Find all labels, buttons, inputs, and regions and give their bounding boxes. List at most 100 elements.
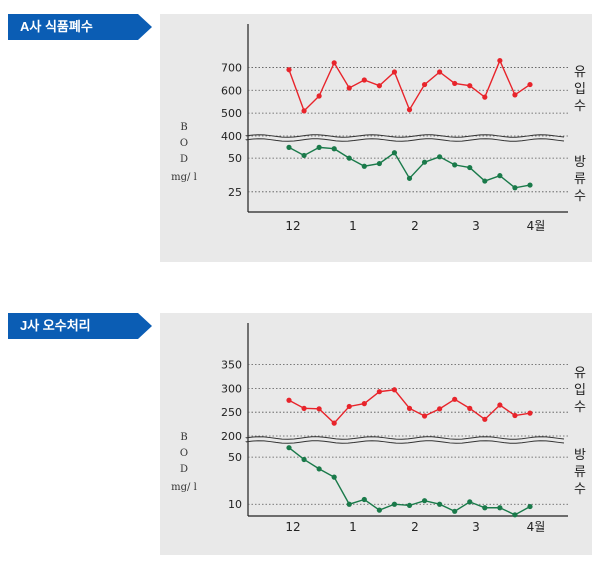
effluent-point — [467, 499, 473, 505]
influent-point — [482, 94, 488, 100]
y-axis-label: mg/ l — [171, 172, 197, 183]
effluent-point — [301, 152, 307, 159]
series-label-influent: 수 — [574, 99, 586, 114]
influent-point — [421, 413, 428, 419]
effluent-point — [406, 175, 413, 181]
influent-point — [421, 81, 428, 88]
influent-point — [331, 420, 337, 426]
series-label-effluent: 방 — [574, 155, 586, 170]
effluent-point — [497, 173, 503, 179]
effluent-point — [301, 456, 307, 463]
effluent-point — [437, 501, 443, 507]
influent-point — [406, 107, 413, 113]
axis-break-line — [245, 134, 565, 138]
x-tick-label: 4월 — [527, 520, 546, 534]
influent-point — [467, 83, 473, 89]
effluent-point — [421, 498, 428, 504]
effluent-point — [286, 445, 292, 451]
influent-point — [361, 77, 367, 83]
effluent-point — [421, 159, 428, 165]
series-label-influent: 수 — [574, 400, 586, 415]
influent-point — [346, 403, 352, 410]
effluent-point — [452, 162, 458, 168]
effluent-point — [316, 466, 322, 472]
y-axis-label: D — [180, 464, 188, 475]
influent-point — [452, 396, 458, 402]
series-label-influent: 입 — [574, 383, 586, 398]
x-tick-label: 4월 — [527, 219, 546, 233]
series-label-effluent: 류 — [574, 465, 586, 480]
effluent-point — [452, 508, 458, 514]
y-tick-label: 400 — [221, 130, 242, 143]
influent-point — [361, 401, 367, 407]
influent-point — [467, 405, 473, 411]
y-axis-label: O — [180, 448, 188, 459]
y-tick-label: 25 — [228, 186, 242, 199]
influent-point — [316, 406, 322, 412]
x-tick-label: 12 — [285, 219, 300, 233]
effluent-point — [331, 474, 337, 480]
y-tick-label: 300 — [221, 382, 242, 395]
y-tick-label: 250 — [221, 406, 242, 419]
section-title-j-arrow — [138, 313, 152, 339]
y-tick-label: 200 — [221, 430, 242, 443]
influent-point — [316, 93, 322, 99]
effluent-point — [346, 155, 352, 161]
influent-point — [331, 60, 337, 66]
x-tick-label: 3 — [472, 219, 480, 233]
effluent-point — [482, 505, 488, 511]
influent-point — [391, 69, 398, 75]
influent-point — [437, 406, 443, 412]
influent-point — [376, 389, 382, 395]
series-label-effluent: 류 — [574, 172, 586, 187]
effluent-point — [376, 160, 382, 167]
x-tick-label: 1 — [349, 520, 357, 534]
influent-point — [301, 405, 307, 411]
section-title-j-label: J사 오수처리 — [8, 313, 138, 339]
influent-point — [437, 69, 443, 75]
effluent-point — [497, 505, 503, 511]
x-tick-label: 3 — [472, 520, 480, 534]
series-label-influent: 유 — [574, 366, 586, 381]
influent-point — [301, 108, 307, 114]
y-axis-label: B — [180, 432, 187, 443]
y-tick-label: 700 — [221, 61, 242, 74]
effluent-point — [361, 163, 367, 169]
influent-point — [346, 85, 352, 91]
y-axis-label: D — [180, 154, 188, 165]
influent-point — [452, 80, 458, 87]
influent-point — [391, 387, 398, 393]
influent-point — [406, 405, 413, 411]
effluent-point — [512, 512, 518, 518]
effluent-point — [346, 501, 352, 507]
section-title-a-arrow — [138, 14, 152, 40]
effluent-line — [288, 146, 531, 189]
x-tick-label: 12 — [285, 520, 300, 534]
influent-point — [286, 397, 292, 403]
axis-break-line — [245, 440, 565, 444]
effluent-point — [376, 507, 382, 513]
effluent-point — [527, 182, 533, 188]
y-tick-label: 50 — [228, 152, 242, 165]
y-tick-label: 50 — [228, 451, 242, 464]
section-title-j: J사 오수처리 — [8, 313, 153, 339]
axis-break-line — [245, 436, 565, 440]
y-axis-label: B — [180, 122, 187, 133]
effluent-point — [406, 502, 413, 509]
influent-point — [512, 412, 518, 419]
series-label-effluent: 수 — [574, 482, 586, 497]
influent-point — [497, 402, 503, 408]
series-label-effluent: 수 — [574, 189, 586, 204]
influent-point — [527, 410, 533, 416]
influent-point — [527, 81, 533, 88]
y-tick-label: 500 — [221, 107, 242, 120]
y-tick-label: 600 — [221, 84, 242, 97]
effluent-point — [391, 150, 398, 156]
y-tick-label: 10 — [228, 498, 242, 511]
effluent-point — [467, 164, 473, 171]
influent-line — [288, 58, 531, 113]
influent-point — [512, 92, 518, 98]
x-tick-label: 1 — [349, 219, 357, 233]
